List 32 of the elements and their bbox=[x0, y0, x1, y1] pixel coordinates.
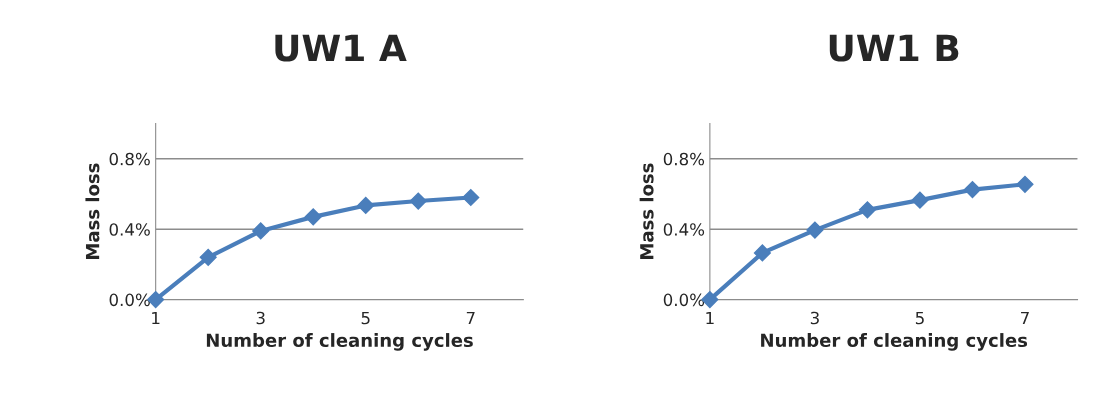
x-tick-label: 5 bbox=[915, 311, 924, 325]
chart-title: UW1 A bbox=[275, 34, 407, 62]
x-tick-label: 1 bbox=[152, 311, 160, 325]
x-axis-title: Number of cleaning cycles bbox=[761, 333, 1028, 351]
x-tick-label: 1 bbox=[706, 311, 714, 325]
y-tick-label: 0.4% bbox=[109, 223, 150, 236]
point bbox=[357, 196, 375, 214]
point bbox=[911, 191, 929, 209]
chart-title: UW1 B bbox=[829, 34, 959, 62]
x-axis-title: Number of cleaning cycles bbox=[206, 333, 473, 351]
y-tick-label: 0.4% bbox=[663, 223, 705, 236]
y-axis-title: Mass loss bbox=[85, 163, 100, 259]
point bbox=[806, 221, 824, 239]
point bbox=[252, 222, 270, 240]
x-tick-label: 7 bbox=[1021, 311, 1029, 325]
point bbox=[858, 201, 876, 219]
y-tick-label: 0.0% bbox=[109, 293, 150, 307]
x-tick-label: 3 bbox=[810, 311, 819, 325]
x-tick-label: 7 bbox=[466, 311, 475, 325]
point bbox=[409, 192, 427, 210]
point bbox=[462, 188, 480, 207]
y-tick-label: 0.8% bbox=[109, 152, 150, 166]
y-tick-label: 0.8% bbox=[663, 152, 705, 166]
point bbox=[963, 181, 982, 199]
point bbox=[304, 208, 322, 226]
point bbox=[753, 244, 771, 262]
y-tick-label: 0.0% bbox=[663, 293, 705, 307]
point bbox=[199, 248, 217, 266]
x-tick-label: 3 bbox=[256, 311, 265, 325]
point bbox=[1016, 175, 1034, 193]
y-axis-title: Mass loss bbox=[639, 163, 654, 259]
x-tick-label: 5 bbox=[361, 311, 370, 325]
